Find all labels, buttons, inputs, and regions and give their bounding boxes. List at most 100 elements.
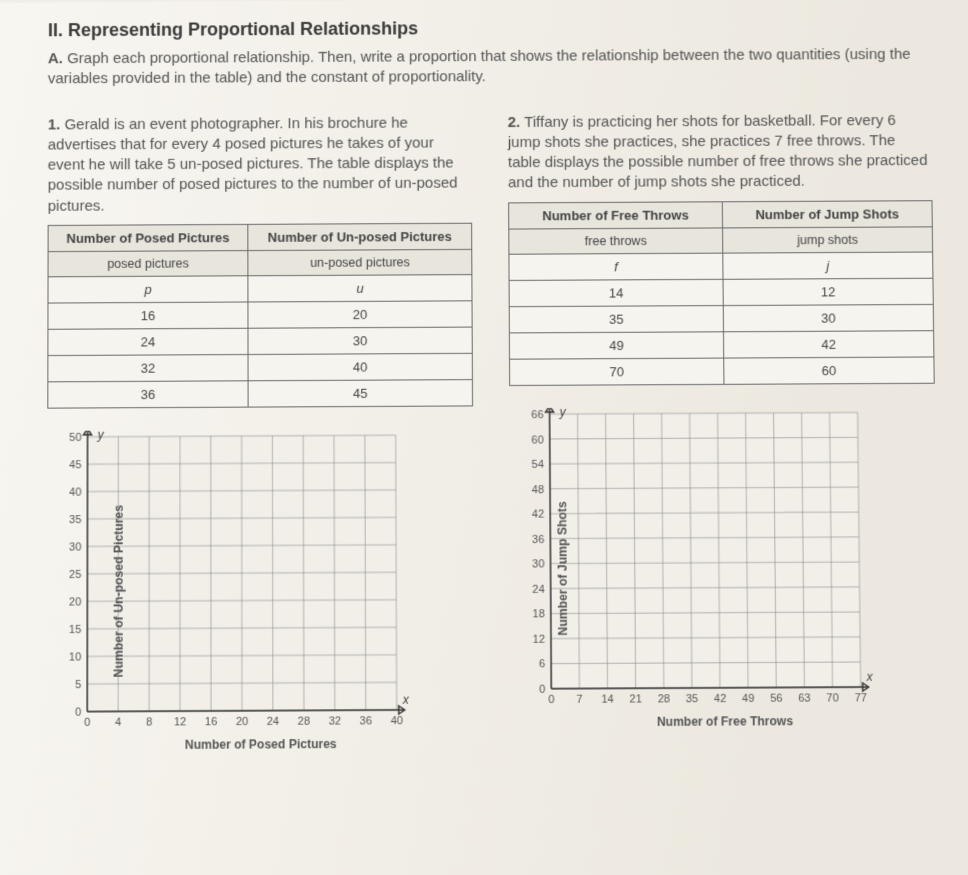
col-sub-2: jump shots	[722, 226, 932, 252]
svg-text:36: 36	[532, 533, 544, 545]
svg-text:49: 49	[742, 692, 754, 704]
svg-text:42: 42	[532, 508, 544, 520]
svg-text:14: 14	[601, 693, 613, 705]
chart-1-xlabel: Number of Posed Pictures	[47, 736, 475, 753]
worksheet-page: II. Representing Proportional Relationsh…	[0, 0, 968, 875]
chart-1-ylabel: Number of Un-posed Pictures	[111, 505, 125, 678]
svg-text:77: 77	[855, 692, 867, 704]
svg-text:40: 40	[69, 486, 81, 498]
svg-text:21: 21	[630, 693, 642, 705]
table-row: 1620	[48, 301, 472, 329]
svg-text:18: 18	[532, 608, 544, 620]
svg-text:30: 30	[69, 541, 81, 553]
problem-2-number: 2.	[508, 113, 521, 130]
problem-1-table: Number of Posed Pictures Number of Un-po…	[47, 222, 473, 408]
table-row: p u	[48, 274, 472, 302]
table-row: Number of Free Throws Number of Jump Sho…	[509, 200, 933, 228]
col-header-2: Number of Jump Shots	[722, 200, 932, 227]
svg-text:40: 40	[391, 715, 403, 727]
svg-text:35: 35	[69, 514, 81, 526]
var-2: u	[248, 274, 472, 301]
svg-text:63: 63	[798, 692, 810, 704]
cell: 70	[510, 358, 724, 385]
svg-text:12: 12	[174, 716, 186, 728]
table-row: Number of Posed Pictures Number of Un-po…	[48, 223, 472, 251]
svg-text:45: 45	[69, 459, 81, 471]
problem-2-table: Number of Free Throws Number of Jump Sho…	[508, 200, 935, 386]
cell: 36	[48, 381, 248, 408]
var-2: j	[723, 252, 933, 279]
instructions-text: Graph each proportional relationship. Th…	[48, 46, 911, 88]
svg-text:54: 54	[532, 458, 544, 470]
svg-text:x: x	[402, 692, 410, 706]
svg-text:16: 16	[205, 716, 217, 728]
table-row: f j	[509, 252, 933, 280]
cell: 60	[724, 356, 935, 383]
svg-text:y: y	[559, 406, 567, 419]
cell: 49	[509, 331, 723, 358]
problem-2-body: Tiffany is practicing her shots for bask…	[508, 111, 928, 191]
svg-text:7: 7	[576, 693, 582, 705]
var-1: p	[48, 276, 248, 303]
section-number: II.	[48, 20, 63, 40]
table-row: 1412	[509, 278, 933, 306]
col-header-2: Number of Un-posed Pictures	[248, 223, 472, 250]
svg-text:10: 10	[69, 651, 81, 663]
cell: 12	[723, 278, 933, 305]
svg-text:5: 5	[75, 679, 81, 691]
var-1: f	[509, 253, 723, 280]
svg-text:x: x	[865, 669, 873, 683]
svg-text:20: 20	[236, 716, 248, 728]
col-sub-1: posed pictures	[48, 250, 248, 276]
svg-text:24: 24	[532, 583, 544, 595]
chart-2-ylabel: Number of Jump Shots	[555, 501, 570, 635]
problem-1: 1. Gerald is an event photographer. In h…	[47, 98, 475, 753]
table-row: posed pictures un-posed pictures	[48, 249, 472, 276]
problems-row: 1. Gerald is an event photographer. In h…	[47, 95, 939, 752]
svg-text:28: 28	[298, 715, 310, 727]
section-title-text: Representing Proportional Relationships	[68, 18, 418, 40]
svg-text:50: 50	[69, 432, 81, 444]
chart-2-xlabel: Number of Free Throws	[511, 713, 939, 730]
problem-1-chart-wrap: Number of Un-posed Pictures 048121620242…	[47, 428, 475, 752]
table-row: 3530	[509, 304, 933, 332]
svg-text:30: 30	[532, 558, 544, 570]
table-row: 2430	[48, 327, 472, 355]
part-label: A.	[48, 50, 63, 67]
svg-text:35: 35	[686, 693, 698, 705]
table-row: 4942	[509, 330, 934, 359]
svg-text:32: 32	[329, 715, 341, 727]
svg-text:0: 0	[75, 706, 81, 718]
problem-1-chart: 048121620242832364005101520253035404550y…	[47, 429, 411, 736]
svg-text:60: 60	[531, 433, 543, 445]
problem-1-text: 1. Gerald is an event photographer. In h…	[48, 113, 472, 217]
svg-text:70: 70	[826, 692, 838, 704]
svg-text:42: 42	[714, 692, 726, 704]
svg-text:25: 25	[69, 569, 81, 581]
cell: 20	[248, 301, 472, 328]
table-row: free throws jump shots	[509, 226, 933, 253]
table-row: 3240	[48, 353, 473, 382]
section-instructions: A. Graph each proportional relationship.…	[48, 45, 931, 90]
cell: 30	[248, 327, 472, 354]
svg-text:48: 48	[532, 483, 544, 495]
svg-text:0: 0	[548, 693, 554, 705]
cell: 45	[248, 379, 472, 406]
svg-text:24: 24	[267, 715, 279, 727]
problem-1-body: Gerald is an event photographer. In his …	[48, 114, 458, 214]
svg-text:15: 15	[69, 624, 81, 636]
svg-text:36: 36	[360, 715, 372, 727]
col-header-1: Number of Posed Pictures	[48, 224, 248, 251]
cell: 30	[723, 304, 933, 331]
cell: 32	[48, 354, 248, 381]
problem-1-number: 1.	[48, 116, 61, 133]
svg-text:4: 4	[115, 716, 121, 728]
svg-text:0: 0	[84, 716, 90, 728]
section-heading: II. Representing Proportional Relationsh…	[48, 16, 931, 42]
problem-2-chart-wrap: Number of Jump Shots 0714212835424956637…	[509, 406, 939, 730]
svg-text:66: 66	[531, 409, 543, 421]
svg-text:6: 6	[539, 658, 545, 670]
table-row: 3645	[48, 379, 473, 408]
table-row: 7060	[510, 356, 935, 385]
col-sub-1: free throws	[509, 227, 723, 253]
